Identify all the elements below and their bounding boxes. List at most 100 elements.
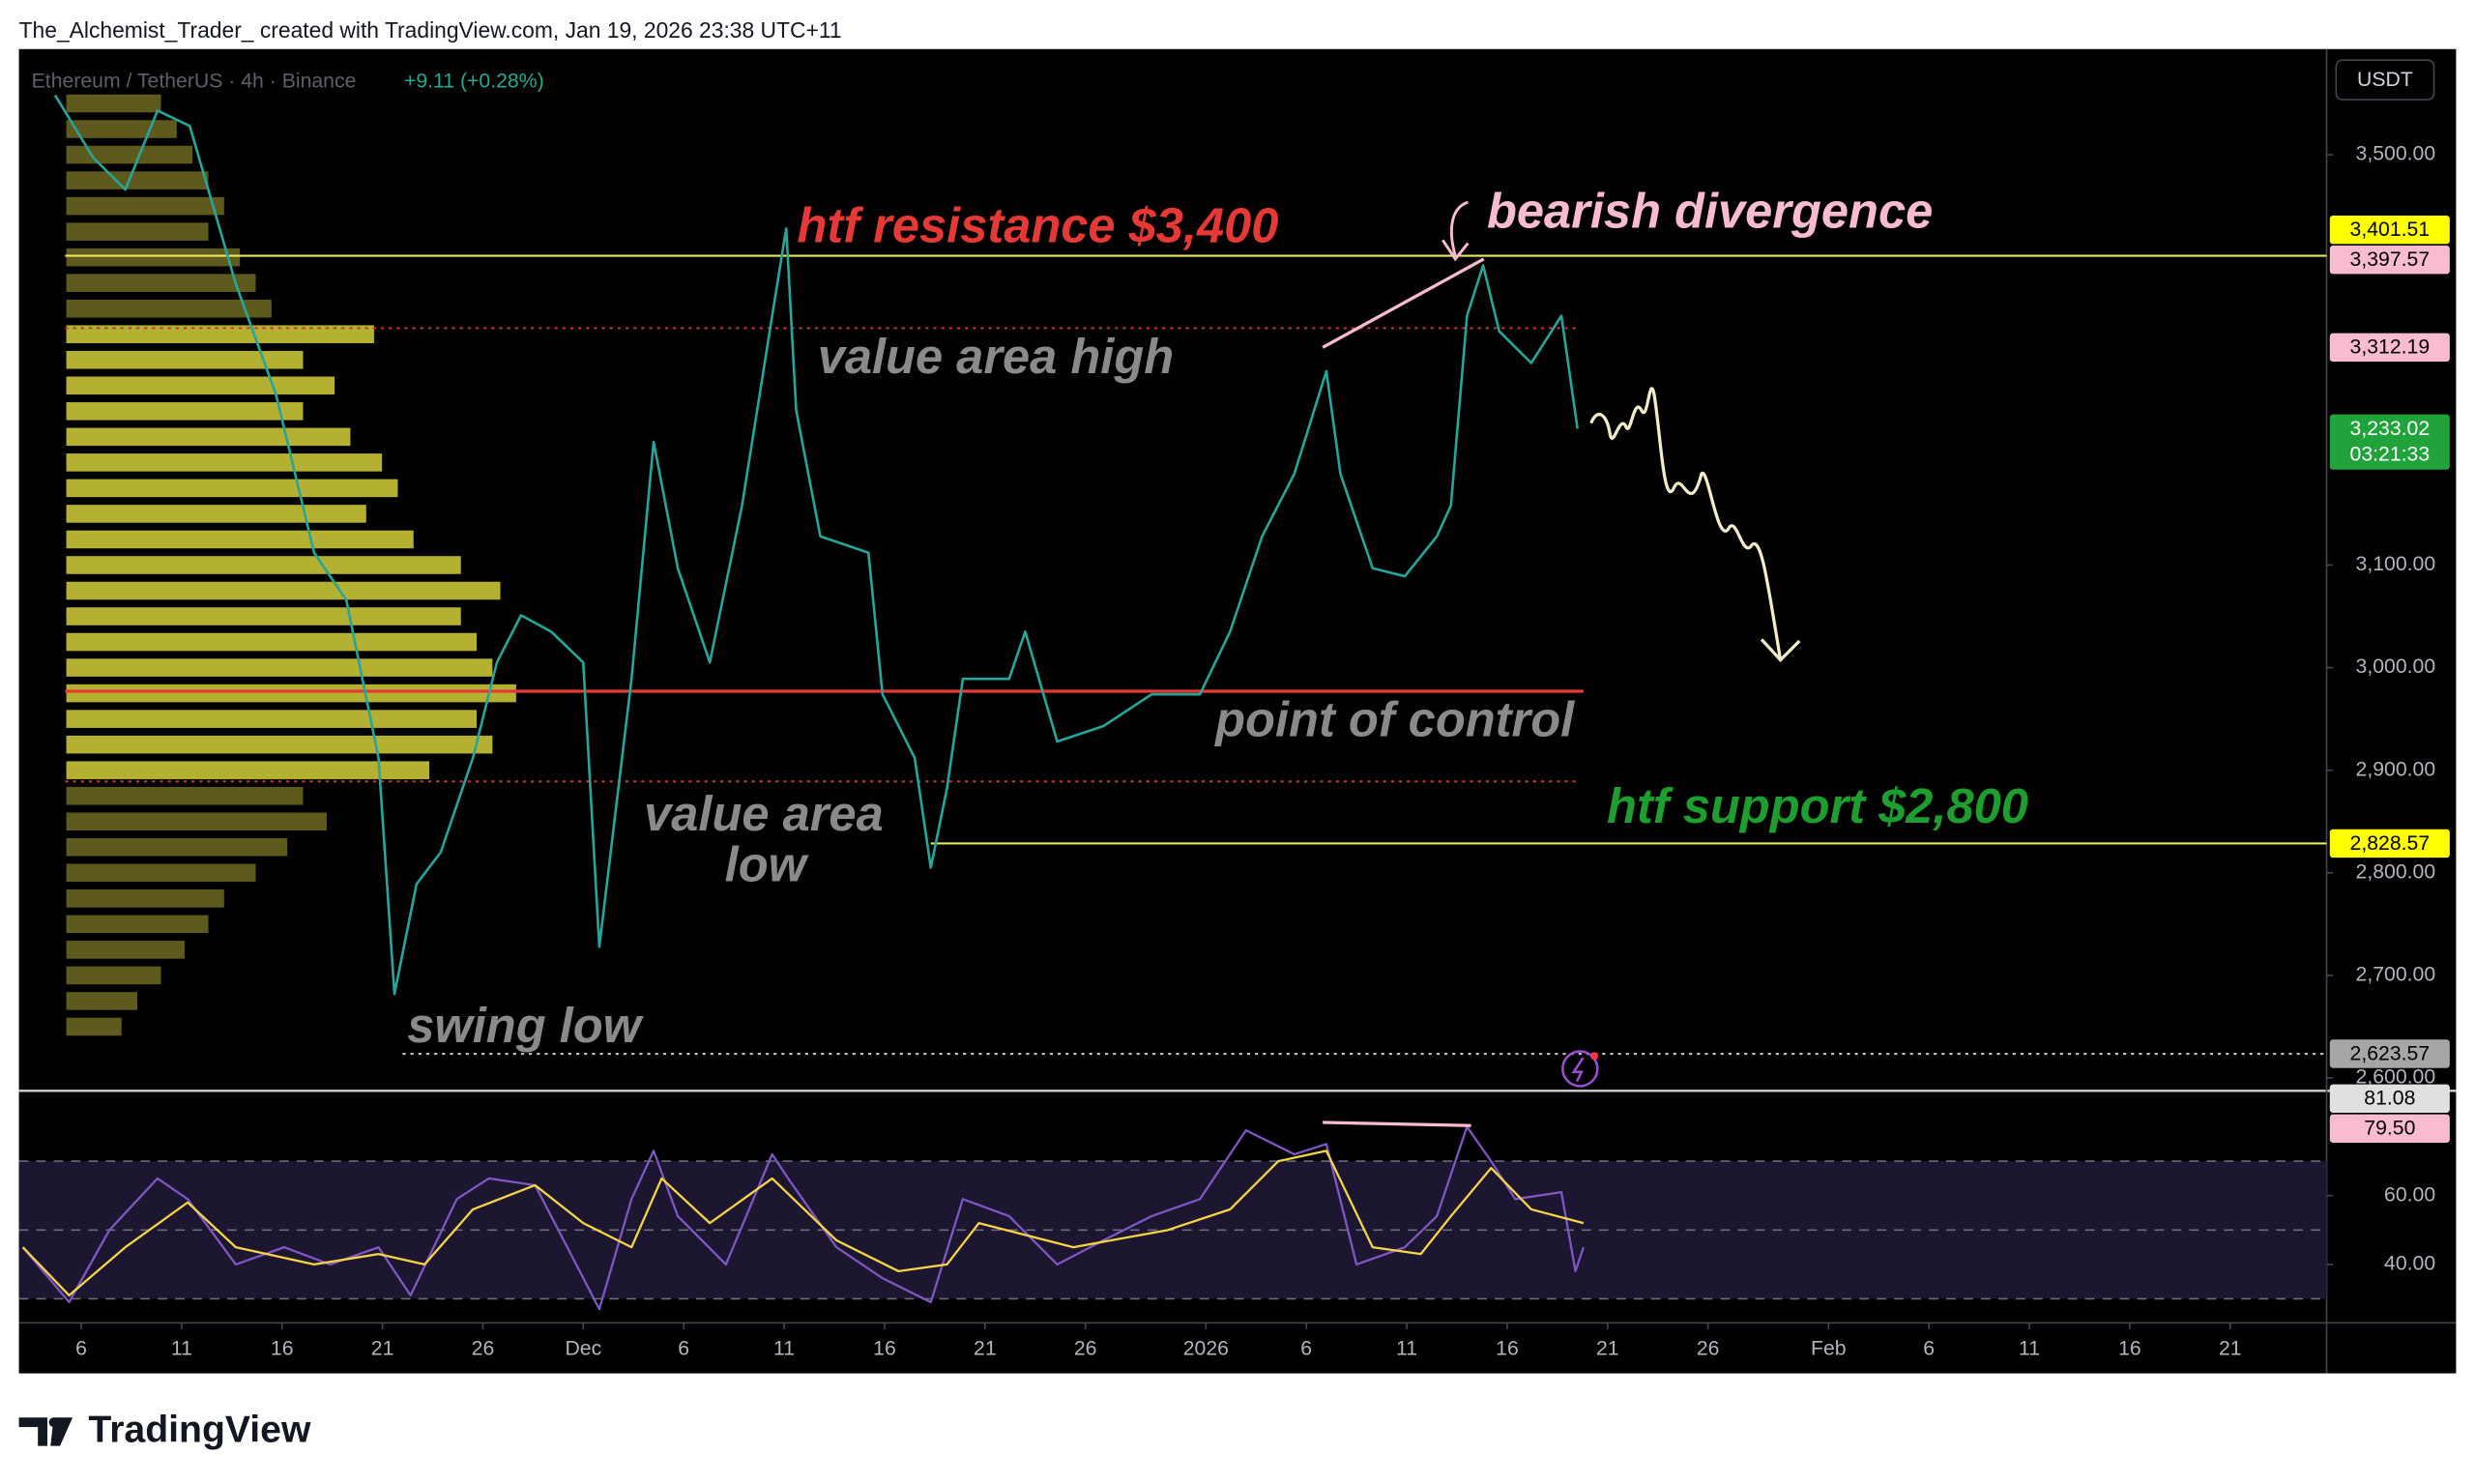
- brand-logo-dot: [48, 1417, 59, 1428]
- profile-bar: [66, 581, 501, 600]
- annotation: htf resistance $3,400: [797, 197, 1278, 252]
- profile-bar: [66, 915, 209, 934]
- profile-bar: [66, 479, 398, 498]
- x-tick-label: 21: [2219, 1338, 2242, 1360]
- annotation: htf support $2,800: [1607, 778, 2028, 833]
- x-tick-label: 11: [171, 1338, 192, 1360]
- annotation: point of control: [1213, 691, 1575, 746]
- y-tick-label: 2,900.00: [2356, 758, 2436, 780]
- brand-logo: [18, 1417, 73, 1446]
- rsi-divergence-line: [1323, 1120, 1471, 1127]
- x-tick-label: 6: [678, 1338, 689, 1360]
- header-text: The_Alchemist_Trader_ created with Tradi…: [19, 17, 842, 43]
- profile-bar: [66, 325, 374, 344]
- x-tick-label: 6: [75, 1338, 87, 1360]
- x-tick-label: 6: [1300, 1338, 1312, 1360]
- price-badge: [2329, 333, 2450, 363]
- x-tick-label: 2026: [1183, 1338, 1229, 1360]
- y-tick-label: 3,500.00: [2356, 143, 2436, 165]
- annotation: low: [725, 836, 810, 891]
- alert-bolt: [1571, 1057, 1585, 1083]
- profile-bar: [66, 120, 177, 138]
- x-tick-label: 11: [2019, 1338, 2040, 1360]
- profile-bar: [66, 453, 383, 472]
- profile-bar: [66, 684, 516, 703]
- x-tick-label: 21: [371, 1338, 394, 1360]
- x-tick-label: 16: [271, 1338, 294, 1360]
- currency-label: USDT: [2357, 69, 2413, 91]
- x-tick-label: 21: [974, 1338, 997, 1360]
- annotation: value area: [644, 786, 884, 841]
- y-tick-label: 2,700.00: [2356, 964, 2436, 986]
- price-badge-label: 3,233.02: [2350, 418, 2431, 440]
- profile-bar: [66, 941, 186, 959]
- profile-bar: [66, 274, 256, 292]
- alert-dot: [1589, 1052, 1599, 1061]
- profile-bar: [66, 812, 327, 831]
- series-line: [53, 94, 1579, 996]
- profile-bar: [66, 94, 161, 113]
- price-badge: [2329, 1114, 2450, 1143]
- divergence-line: [1322, 257, 1485, 349]
- profile-bar: [66, 735, 493, 754]
- x-tick-label: 11: [1396, 1338, 1417, 1360]
- price-badge: [2329, 414, 2450, 470]
- profile-bar: [66, 196, 224, 216]
- x-tick-label: 16: [873, 1338, 896, 1360]
- x-tick-label: 6: [1923, 1338, 1935, 1360]
- y-tick-label: 40.00: [2384, 1252, 2435, 1274]
- rsi-pane: 60.00 40.00 6 11 16 21 26 Dec 6 11 16 21 26 2026 6 11 16…: [18, 1084, 2450, 1360]
- price-pane: 3,500.00 3,100.00 3,000.00 2,900.00 2,800.00…: [53, 94, 2450, 1089]
- x-tick-label: 26: [1697, 1338, 1720, 1360]
- price-badge-label: 2,828.57: [2350, 832, 2431, 855]
- y-tick-label: 3,100.00: [2356, 553, 2436, 575]
- series-line: [21, 1125, 1585, 1311]
- profile-bar: [66, 556, 461, 574]
- x-tick-label: Dec: [565, 1338, 601, 1360]
- currency-button[interactable]: [2335, 59, 2435, 101]
- profile-bar: [66, 992, 138, 1010]
- divergence-arrow: [1441, 200, 1470, 262]
- price-badge: [2329, 1084, 2450, 1113]
- projection-path: [1589, 387, 1801, 662]
- profile-bar: [66, 376, 335, 395]
- profile-bar: [66, 350, 304, 369]
- price-badge: [2329, 1039, 2450, 1068]
- price-badge-label: 2,623.57: [2350, 1042, 2431, 1064]
- price-badge-label: 3,312.19: [2350, 336, 2431, 359]
- profile-bar: [66, 837, 288, 857]
- x-tick-label: 16: [1496, 1338, 1519, 1360]
- x-tick-label: Feb: [1811, 1338, 1847, 1360]
- profile-bar: [66, 402, 304, 421]
- x-tick-label: 26: [472, 1338, 495, 1360]
- annotation: bearish divergence: [1487, 184, 1933, 239]
- y-tick-label: 60.00: [2384, 1183, 2435, 1206]
- brand-name: TradingView: [88, 1409, 311, 1450]
- profile-bar: [66, 889, 224, 908]
- profile-bar: [66, 505, 366, 523]
- price-badge-label: 3,397.57: [2350, 248, 2431, 271]
- y-tick-label: 2,600.00: [2356, 1066, 2436, 1089]
- y-tick-label: 3,000.00: [2356, 655, 2436, 678]
- profile-bar: [66, 966, 161, 985]
- countdown-label: 03:21:33: [2350, 444, 2431, 466]
- profile-bar: [66, 761, 430, 779]
- profile-bar: [66, 786, 304, 805]
- price-badge: [2329, 216, 2450, 245]
- price-badge-label: 79.50: [2364, 1118, 2415, 1140]
- profile-bar: [66, 632, 478, 652]
- series-line: [21, 1149, 1585, 1297]
- y-tick-label: 2,800.00: [2356, 860, 2436, 883]
- profile-bar: [66, 710, 478, 728]
- price-badge-label: 81.08: [2364, 1088, 2415, 1110]
- price-badge: [2329, 829, 2450, 858]
- price-badge: [2329, 246, 2450, 275]
- x-tick-label: 21: [1596, 1338, 1619, 1360]
- price-badge-label: 3,401.51: [2350, 218, 2431, 241]
- alert-icon[interactable]: [1561, 1050, 1599, 1088]
- profile-bar: [66, 658, 493, 677]
- profile-bar: [66, 145, 193, 164]
- x-tick-label: 26: [1074, 1338, 1097, 1360]
- profile-bar: [66, 427, 351, 447]
